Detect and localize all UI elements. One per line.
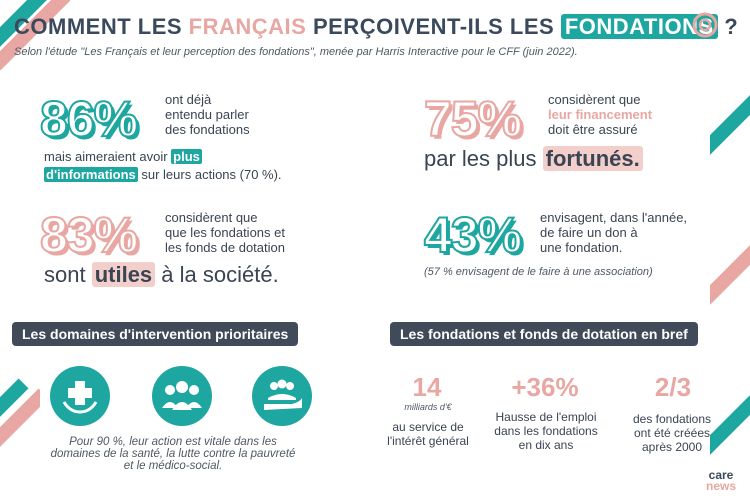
stat-75-value: 75% [423, 91, 523, 147]
brief-stat-3-desc: des fondations ont été créées après 2000 [632, 412, 712, 454]
brief-stat-1-desc: au service de l'intérêt général [387, 420, 469, 448]
page-title: COMMENT LES FRANÇAIS PERÇOIVENT-ILS LES … [14, 14, 739, 39]
carenews-logo: care news [705, 468, 736, 493]
stat-83-text: considèrent que que les fondations et le… [165, 210, 285, 255]
people-icon [162, 381, 202, 410]
people-icon-circle [152, 366, 212, 426]
stat-75-large: par les plus fortunés. [424, 146, 643, 172]
stat-83-value: 83% [39, 207, 139, 263]
spiral-logo-icon [692, 12, 718, 38]
health-icon-circle [50, 366, 110, 426]
brief-stat-3-value: 2/3 [654, 372, 692, 402]
domains-caption: Pour 90 %, leur action est vitale dans l… [50, 436, 296, 472]
brief-stat-2-desc: Hausse de l'emploi dans les fondations e… [494, 410, 598, 452]
subtitle: Selon l'étude "Les Français et leur perc… [14, 46, 578, 58]
helping-hand-icon-circle [252, 366, 312, 426]
health-icon [62, 381, 98, 414]
brief-stat-2-value: +36% [511, 372, 579, 402]
stat-43-text: envisagent, dans l'année, de faire un do… [540, 210, 688, 255]
brief-stat-1-value: 14 [412, 372, 442, 402]
domains-heading: Les domaines d'intervention prioritaires [12, 322, 299, 346]
helping-hand-icon [264, 379, 302, 410]
stat-75-text: considèrent que leur financement doit êt… [548, 92, 653, 137]
stat-86-value: 86% [39, 91, 139, 147]
stat-43-note: (57 % envisagent de le faire à une assoc… [424, 266, 653, 278]
corner-stripes-bottom-left [0, 340, 40, 500]
stat-43-value: 43% [423, 207, 523, 263]
brief-heading: Les fondations et fonds de dotation en b… [390, 322, 698, 346]
stat-86-extra: mais aimeraient avoir plus d'information… [44, 149, 282, 182]
stat-83-large: sont utiles à la société. [44, 262, 279, 287]
brief-stat-1-sub: milliards d'€ [404, 402, 452, 412]
stat-86-text: ont déjà entendu parler des fondations [165, 92, 250, 137]
